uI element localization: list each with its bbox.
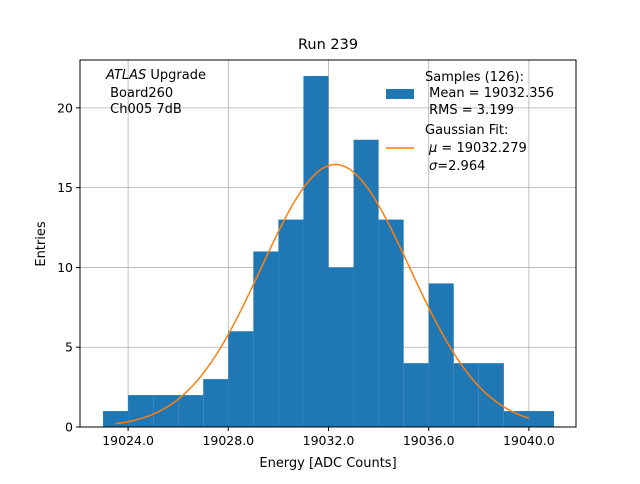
y-axis-ticks: 0 5 10 15 20 [57, 100, 80, 435]
x-tick-label: 19040.0 [503, 433, 555, 448]
histogram-bar [328, 267, 354, 427]
histogram-bar [428, 283, 454, 427]
y-tick-label: 5 [65, 340, 73, 355]
histogram-bars [103, 75, 554, 428]
svg-text:ATLAS Upgrade: ATLAS Upgrade [105, 68, 206, 83]
histogram-bar [378, 219, 404, 427]
x-axis-label: Energy [ADC Counts] [259, 456, 396, 471]
x-axis-ticks: 19024.0 19028.0 19032.0 19036.0 19040.0 [102, 427, 555, 448]
histogram-bar [203, 379, 229, 427]
histogram-bar [278, 219, 304, 427]
channel-label: Ch005 7dB [106, 102, 182, 117]
histogram-bar [178, 395, 204, 427]
y-axis-label: Entries [34, 221, 49, 267]
legend: Samples (126): Mean = 19032.356 RMS = 3.… [386, 70, 554, 174]
histogram-bar [128, 395, 154, 427]
x-tick-label: 19028.0 [202, 433, 254, 448]
plot-frame [79, 59, 577, 428]
board-label: Board260 [106, 86, 173, 101]
histogram-bar [353, 139, 379, 428]
histogram-bar [153, 395, 179, 427]
legend-sigma: σ=2.964 [429, 159, 485, 174]
legend-fit-title: Gaussian Fit: [425, 123, 508, 138]
y-tick-label: 20 [57, 100, 73, 115]
x-tick-label: 19024.0 [102, 433, 154, 448]
histogram-bar [403, 363, 429, 427]
histogram-bar [253, 251, 279, 427]
atlas-label: ATLAS [105, 68, 146, 83]
histogram-bar [528, 411, 554, 427]
histogram-bar [103, 411, 129, 427]
y-tick-label: 15 [57, 180, 73, 195]
legend-mu: μ = 19032.279 [428, 141, 527, 156]
y-tick-label: 0 [65, 420, 73, 435]
chart-title: Run 239 [298, 37, 358, 53]
x-tick-label: 19036.0 [403, 433, 455, 448]
legend-samples-title: Samples (126): [425, 70, 524, 85]
legend-samples-patch [386, 89, 414, 99]
x-tick-label: 19032.0 [303, 433, 355, 448]
histogram-bar [303, 75, 329, 428]
histogram-bar [453, 363, 479, 427]
histogram-bar [503, 411, 529, 427]
legend-mean: Mean = 19032.356 [425, 86, 554, 101]
histogram-bar [228, 331, 254, 427]
atlas-annotation: ATLAS Upgrade Board260 Ch005 7dB [105, 68, 206, 117]
legend-rms: RMS = 3.199 [425, 103, 514, 118]
histogram-bar [478, 363, 504, 427]
gaussian-fit-line [115, 163, 530, 425]
y-tick-label: 10 [57, 260, 73, 275]
